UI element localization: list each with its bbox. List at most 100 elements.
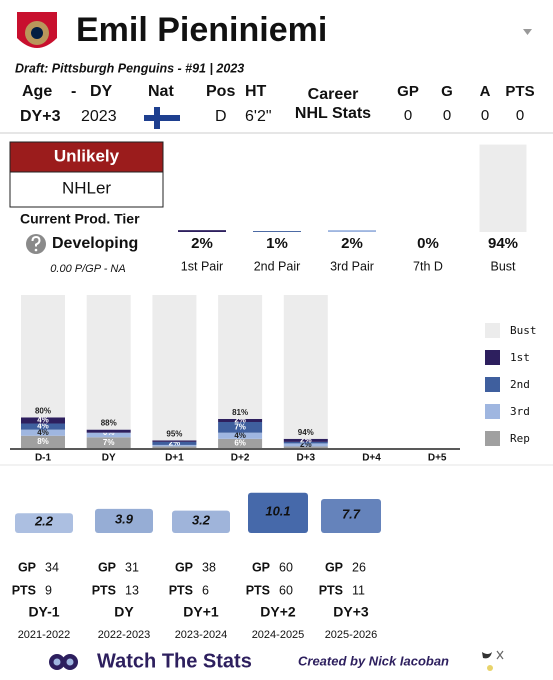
gp-label: GP (175, 560, 193, 574)
bar-segment (21, 423, 65, 430)
gp-value: 34 (45, 560, 59, 574)
bio-pos: D (215, 108, 227, 125)
season-box (95, 508, 153, 533)
tier-value: Developing (52, 235, 138, 252)
bar-segment (218, 432, 263, 439)
legend-label: Rep (510, 432, 530, 445)
bar-segment (21, 417, 65, 424)
bar-label: 81% (232, 408, 248, 417)
bar-label: 95% (166, 429, 182, 438)
season-value: 2.2 (34, 514, 54, 529)
outcome-label: 7th D (413, 259, 443, 273)
bio-header: Nat (148, 83, 174, 100)
gp-label: GP (252, 560, 270, 574)
gp-label: GP (18, 560, 36, 574)
season-dy: DY+1 (183, 604, 219, 620)
bar-label: 88% (101, 419, 117, 428)
bio-ht: 6'2" (245, 108, 272, 125)
bio: Age - DY Nat Pos HT DY+3 2023 D 6'2" (20, 83, 272, 125)
legend-label: Bust (510, 324, 537, 337)
pts-value: 6 (202, 583, 209, 597)
season-value: 3.2 (192, 512, 211, 527)
bio-dy: 2023 (81, 108, 117, 125)
bio-age: DY+3 (20, 108, 61, 125)
bar-label: 2% (234, 416, 246, 425)
pts-label: PTS (169, 583, 193, 597)
season-years: 2023-2024 (175, 629, 228, 641)
help-icon[interactable] (26, 234, 46, 254)
bar-label: 2% (169, 439, 181, 448)
season-box (15, 513, 73, 533)
bar-segment (283, 441, 328, 444)
bio-header: Pos (206, 83, 235, 100)
bar-label: 2% (300, 440, 312, 449)
bar-segment (86, 437, 131, 448)
outcome-label: 3rd Pair (330, 259, 374, 273)
season-dy: DY+3 (333, 604, 369, 620)
outcome-value: 1% (266, 235, 288, 252)
legend-label: 2nd (510, 378, 530, 391)
outcome-label: 2nd Pair (254, 259, 301, 273)
x-tick-label: D+3 (296, 453, 315, 464)
gp-value: 31 (125, 560, 139, 574)
bar-segment (86, 432, 131, 438)
pts-value: 11 (352, 583, 365, 597)
bar-label: 4% (37, 416, 49, 425)
career-value: 0 (516, 107, 524, 124)
season-dy: DY+2 (260, 604, 296, 620)
outcome-value: 2% (191, 235, 213, 252)
season-box (248, 492, 308, 533)
bar-segment (283, 295, 328, 439)
verdict-box (9, 141, 164, 173)
bar-label: 4% (234, 431, 246, 440)
career-label: NHL Stats (295, 105, 371, 122)
social-icons[interactable] (482, 650, 504, 671)
x-tick-label: D-1 (35, 453, 52, 464)
season-years: 2022-2023 (98, 629, 151, 641)
bar-label: 94% (298, 428, 314, 437)
bar-segment (152, 440, 197, 442)
pts-value: 13 (125, 583, 139, 597)
draft-info: Draft: Pittsburgh Penguins - #91 | 2023 (15, 61, 244, 75)
x-tick-label: D+4 (362, 453, 381, 464)
career-header: PTS (505, 83, 534, 100)
x-tick-label: D+1 (165, 453, 184, 464)
season-years: 2025-2026 (325, 629, 378, 641)
flag (144, 107, 180, 129)
outcome-label: 1st Pair (181, 259, 223, 273)
x-tick-label: D+5 (428, 453, 447, 464)
career-header: G (441, 83, 453, 100)
legend-swatch (485, 350, 500, 365)
bar-segment (218, 421, 263, 433)
brand: Watch The Stats (97, 650, 252, 672)
pts-label: PTS (12, 583, 36, 597)
bar-label: 4% (37, 428, 49, 437)
dropdown[interactable] (523, 29, 532, 35)
bar-segment (152, 441, 197, 445)
outcome-value: 94% (488, 235, 518, 252)
bio-header: DY (90, 83, 113, 100)
legend-swatch (485, 431, 500, 446)
player-name: Emil Pieniniemi (76, 11, 327, 49)
season-value: 3.9 (115, 511, 134, 526)
bar-label: 80% (35, 407, 51, 416)
pts-label: PTS (319, 583, 343, 597)
career-header: GP (397, 83, 419, 100)
legend-label: 3rd (510, 405, 530, 418)
outcome-bar (253, 231, 301, 232)
bio-header: - (71, 83, 76, 100)
outcome-bar (479, 144, 527, 232)
bar-segment (152, 444, 197, 447)
bar-segment (218, 295, 263, 419)
career-label: Career (308, 86, 359, 103)
season-dy: DY-1 (28, 604, 59, 620)
bio-header: Age (22, 83, 52, 100)
pts-label: PTS (246, 583, 270, 597)
bar-label: 6% (234, 439, 246, 448)
gp-value: 38 (202, 560, 216, 574)
pts-value: 9 (45, 583, 52, 597)
season-box (172, 510, 230, 533)
career-header: A (480, 83, 491, 100)
outcome-value: 2% (341, 235, 363, 252)
career-value: 0 (404, 107, 412, 124)
